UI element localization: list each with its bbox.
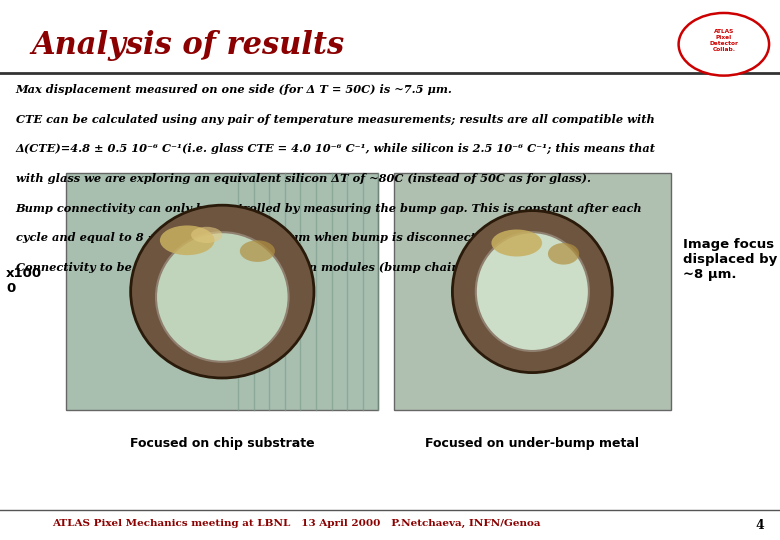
Ellipse shape (131, 205, 314, 378)
Text: ATLAS
Pixel
Detector
Collab.: ATLAS Pixel Detector Collab. (709, 29, 739, 52)
Text: Focused on under-bump metal: Focused on under-bump metal (425, 437, 640, 450)
Bar (66, 173, 378, 410)
Text: cycle and equal to 8 ± 1 μm (typically ~30 μm when bump is disconnected).: cycle and equal to 8 ± 1 μm (typically ~… (16, 232, 500, 243)
Ellipse shape (491, 230, 542, 256)
Text: CTE can be calculated using any pair of temperature measurements; results are al: CTE can be calculated using any pair of … (16, 113, 654, 125)
Ellipse shape (156, 232, 289, 362)
Text: ATLAS Pixel Mechanics meeting at LBNL   13 April 2000   P.Netchaeva, INFN/Genoa: ATLAS Pixel Mechanics meeting at LBNL 13… (52, 519, 541, 529)
Circle shape (679, 13, 769, 76)
Ellipse shape (548, 243, 580, 265)
Text: Bump connectivity can only be controlled by measuring the bump gap. This is cons: Bump connectivity can only be controlled… (16, 202, 642, 213)
Text: Analysis of results: Analysis of results (31, 30, 344, 60)
Text: Focused on chip substrate: Focused on chip substrate (130, 437, 314, 450)
Ellipse shape (160, 226, 214, 255)
Ellipse shape (452, 211, 612, 373)
Text: 4: 4 (756, 519, 764, 532)
Ellipse shape (191, 227, 222, 243)
Bar (394, 173, 671, 410)
Text: x100
0: x100 0 (6, 267, 42, 295)
Ellipse shape (240, 240, 275, 262)
Text: Δ(CTE)=4.8 ± 0.5 10⁻⁶ C⁻¹(i.e. glass CTE = 4.0 10⁻⁶ C⁻¹, while silicon is 2.5 10: Δ(CTE)=4.8 ± 0.5 10⁻⁶ C⁻¹(i.e. glass CTE… (16, 143, 656, 154)
Text: Connectivity to be checked with dummy silicon modules (bump chains) after simila: Connectivity to be checked with dummy si… (16, 262, 601, 273)
Text: Image focus
displaced by
~8 μm.: Image focus displaced by ~8 μm. (683, 238, 778, 281)
Text: Max displacement measured on one side (for Δ T = 50C) is ~7.5 μm.: Max displacement measured on one side (f… (16, 84, 452, 94)
Text: with glass we are exploring an equivalent silicon ΔT of ~80C (instead of 50C as : with glass we are exploring an equivalen… (16, 173, 590, 184)
Ellipse shape (476, 232, 589, 351)
